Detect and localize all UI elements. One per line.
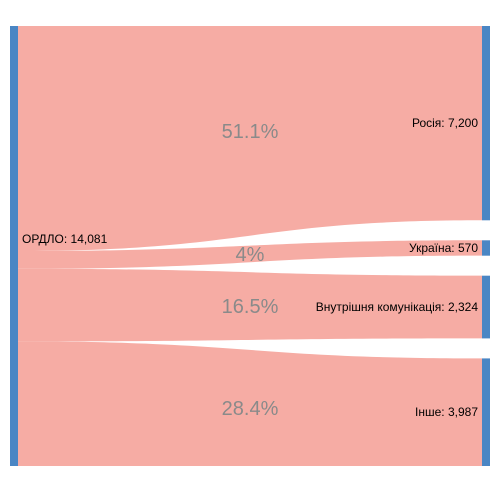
target-node-label: Внутрішня комунікація: 2,324	[316, 300, 479, 314]
link-percent-label: 28.4%	[222, 398, 279, 420]
sankey-labels: 51.1% Росія: 7,200 4% Україна: 570 16.5% Внут…	[22, 116, 478, 420]
sankey-link-4	[18, 341, 482, 466]
link-percent-label: 16.5%	[222, 296, 279, 318]
sankey-link-2	[18, 240, 482, 269]
target-node-label: Україна: 570	[409, 241, 478, 255]
sankey-link-3	[18, 268, 482, 342]
sankey-link-1	[18, 26, 482, 251]
target-node-1	[482, 26, 490, 221]
link-percent-label: 51.1%	[222, 121, 279, 143]
target-node-4	[482, 358, 490, 466]
target-node-label: Росія: 7,200	[412, 116, 478, 130]
target-node-3	[482, 275, 490, 339]
source-node	[10, 26, 18, 466]
sankey-links	[18, 26, 482, 466]
source-node-label: ОРДЛО: 14,081	[22, 232, 108, 246]
sankey-nodes	[10, 26, 490, 466]
link-percent-label: 4%	[236, 244, 265, 266]
target-node-label: Інше: 3,987	[415, 405, 478, 419]
target-node-2	[482, 240, 490, 256]
